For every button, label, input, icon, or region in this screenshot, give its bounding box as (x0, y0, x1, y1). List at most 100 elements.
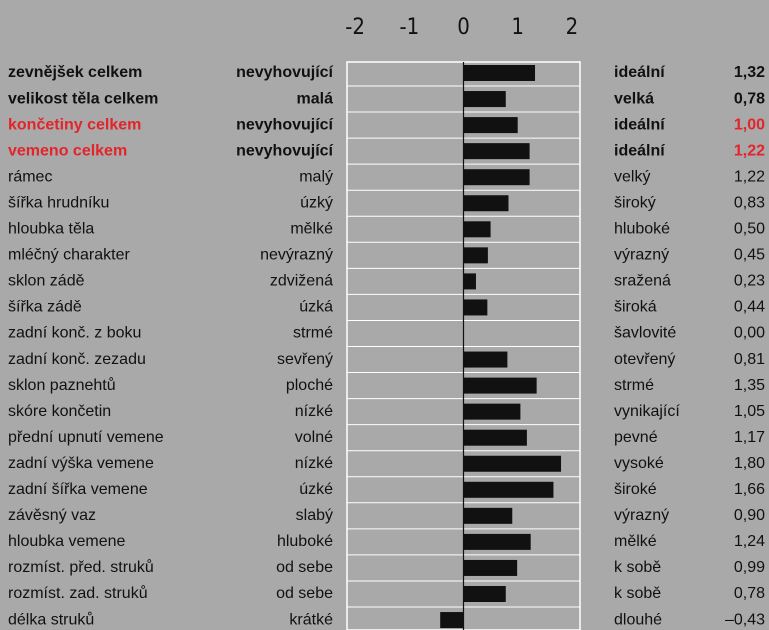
low-label: nevyhovující (236, 64, 333, 81)
value-label: 1,66 (734, 481, 765, 498)
high-label: strmé (614, 377, 654, 394)
x-tick-label: 2 (566, 15, 579, 40)
low-label: mělké (290, 221, 333, 238)
trait-label: zadní konč. z boku (8, 325, 141, 342)
low-label: ploché (286, 377, 333, 394)
high-label: sražená (614, 273, 671, 290)
low-label: sevřený (277, 351, 333, 368)
low-label: strmé (293, 325, 333, 342)
bar (463, 195, 509, 212)
trait-label: přední upnutí vemene (8, 429, 164, 446)
trait-label: sklon paznehtů (8, 376, 116, 394)
value-label: 0,99 (734, 559, 765, 576)
trait-label: zadní šířka vemene (8, 481, 148, 498)
value-label: 0,45 (734, 247, 765, 264)
high-label: ideální (614, 64, 665, 81)
bar (463, 559, 518, 576)
high-label: výrazný (614, 507, 669, 524)
bar (463, 377, 537, 394)
trait-label: rozmíst. před. struků (8, 558, 154, 576)
low-label: nízké (295, 455, 333, 472)
value-label: 1,24 (734, 533, 765, 550)
bar (463, 455, 562, 472)
bar (463, 221, 491, 238)
value-label: 0,81 (734, 351, 765, 368)
bar (463, 169, 530, 186)
value-label: 1,22 (734, 168, 765, 185)
trait-label: skóre končetin (8, 403, 111, 420)
low-label: nevýrazný (260, 247, 333, 264)
x-tick-label: -2 (345, 15, 365, 40)
high-label: ideální (614, 142, 665, 159)
value-label: 1,32 (734, 64, 765, 81)
value-label: 0,78 (734, 585, 765, 602)
bar (463, 481, 554, 498)
low-label: zdvižená (270, 273, 333, 290)
value-label: 0,83 (734, 194, 765, 211)
value-label: 0,44 (734, 299, 765, 316)
trait-label: končetiny celkem (8, 116, 141, 133)
trait-label: závěsný vaz (8, 507, 96, 524)
high-label: dlouhé (614, 611, 662, 628)
trait-label: mléčný charakter (8, 247, 130, 264)
high-label: vysoké (614, 455, 664, 472)
high-label: velký (614, 168, 650, 185)
bar (440, 612, 464, 629)
value-label: 1,22 (734, 142, 765, 159)
low-label: nevyhovující (236, 116, 333, 133)
x-tick-label: -1 (399, 15, 419, 40)
bar (463, 586, 506, 602)
high-label: mělké (614, 533, 657, 550)
low-label: úzké (299, 481, 333, 498)
high-label: široká (614, 299, 657, 316)
value-label: 1,00 (734, 116, 765, 133)
bar (463, 143, 530, 160)
value-label: 1,35 (734, 377, 765, 394)
trait-label: zadní výška vemene (8, 455, 154, 472)
low-label: volné (295, 429, 333, 446)
bar (463, 117, 518, 134)
high-label: pevné (614, 429, 658, 446)
trait-label: zadní konč. zezadu (8, 351, 146, 368)
low-label: hluboké (277, 533, 333, 550)
low-label: malá (297, 90, 334, 107)
bar (463, 533, 531, 550)
bar (463, 429, 527, 446)
bar (463, 273, 476, 290)
trait-label: zevnějšek celkem (8, 64, 142, 81)
value-label: 0,90 (734, 507, 765, 524)
high-label: k sobě (614, 559, 661, 576)
trait-label: šířka zádě (8, 299, 82, 316)
low-label: malý (299, 168, 333, 185)
low-label: od sebe (276, 559, 333, 576)
bar (463, 91, 506, 108)
high-label: k sobě (614, 585, 661, 602)
trait-label: hloubka vemene (8, 533, 126, 550)
trait-label: velikost těla celkem (8, 90, 158, 107)
value-label: –0,43 (725, 611, 765, 628)
high-label: šavlovité (614, 325, 676, 342)
x-tick-label: 0 (457, 15, 470, 40)
low-label: úzký (300, 194, 333, 211)
high-label: hluboké (614, 221, 670, 238)
trait-label: vemeno celkem (8, 142, 127, 159)
value-label: 1,80 (734, 455, 765, 472)
value-label: 1,17 (734, 429, 765, 446)
low-label: nízké (295, 403, 333, 420)
low-label: od sebe (276, 585, 333, 602)
low-label: slabý (296, 507, 333, 524)
high-label: výrazný (614, 247, 669, 264)
low-label: nevyhovující (236, 142, 333, 159)
trait-label: šířka hrudníku (8, 194, 109, 211)
trait-label: délka struků (8, 610, 94, 628)
low-label: krátké (289, 611, 333, 628)
trait-label: sklon zádě (8, 273, 85, 290)
trait-label: hloubka těla (8, 221, 94, 238)
value-label: 1,05 (734, 403, 765, 420)
bar (463, 403, 521, 420)
high-label: velká (614, 90, 654, 107)
trait-label: rámec (8, 168, 52, 185)
low-label: úzká (299, 299, 333, 316)
bar (463, 65, 536, 81)
